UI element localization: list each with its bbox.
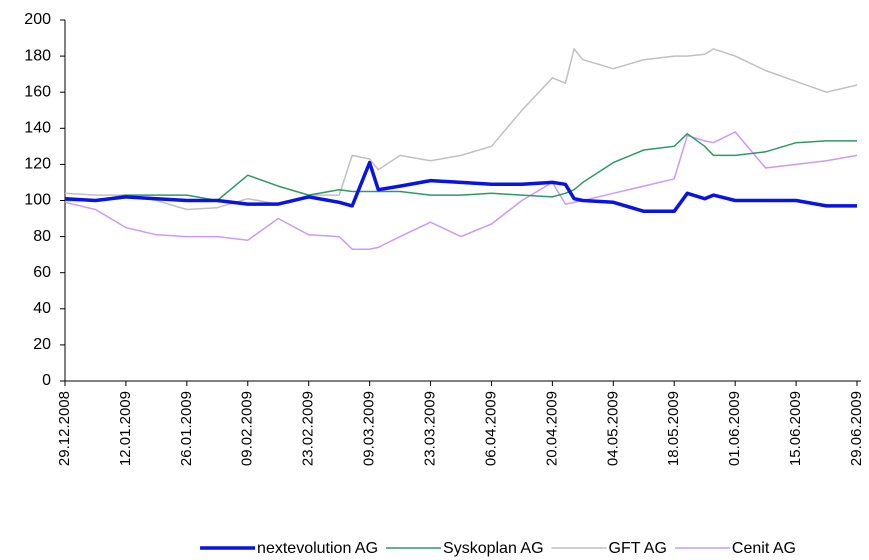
legend-item: nextevolution AG: [200, 540, 378, 557]
x-tick-label: 01.06.2009: [726, 391, 743, 466]
x-tick-label: 23.02.2009: [300, 391, 317, 466]
y-tick-label: 200: [24, 11, 51, 28]
x-tick-label: 18.05.2009: [665, 391, 682, 466]
series-line: [64, 160, 857, 214]
x-tick-label: 29.06.2009: [848, 391, 865, 466]
x-tick-label: 29.12.2008: [56, 391, 73, 466]
y-tick-label: 60: [33, 264, 51, 281]
x-tick-label: 04.05.2009: [604, 391, 621, 466]
x-tick-label: 26.01.2009: [178, 391, 195, 466]
legend-item: GFT AG: [551, 540, 667, 557]
x-tick-label: 20.04.2009: [543, 391, 560, 466]
x-tick-label: 06.04.2009: [482, 391, 499, 466]
legend-label: nextevolution AG: [257, 540, 378, 557]
x-tick-label: 09.03.2009: [361, 391, 378, 466]
y-tick-label: 100: [24, 192, 51, 209]
y-tick-label: 80: [33, 228, 51, 245]
series-line: [64, 131, 858, 250]
x-tick-label: 23.03.2009: [422, 391, 439, 466]
x-tick-label: 12.01.2009: [117, 391, 134, 466]
y-tick-label: 180: [24, 47, 51, 64]
legend-item: Cenit AG: [674, 540, 796, 557]
legend-label: Cenit AG: [732, 540, 796, 557]
y-tick-label: 160: [24, 83, 51, 100]
legend-label: Syskoplan AG: [443, 540, 544, 557]
y-tick-label: 20: [33, 336, 51, 353]
series-line: [65, 132, 857, 202]
legend-item: Syskoplan AG: [386, 540, 544, 557]
x-tick-label: 09.02.2009: [239, 391, 256, 466]
y-tick-label: 120: [24, 156, 51, 173]
series-line: [64, 48, 858, 211]
x-tick-label: 15.06.2009: [787, 391, 804, 466]
y-tick-label: 140: [24, 120, 51, 137]
legend: nextevolution AG Syskoplan AG GFT AG Cenit …: [200, 540, 796, 557]
legend-label: GFT AG: [609, 540, 667, 557]
y-tick-label: 40: [33, 300, 51, 317]
y-tick-label: 0: [42, 372, 51, 389]
